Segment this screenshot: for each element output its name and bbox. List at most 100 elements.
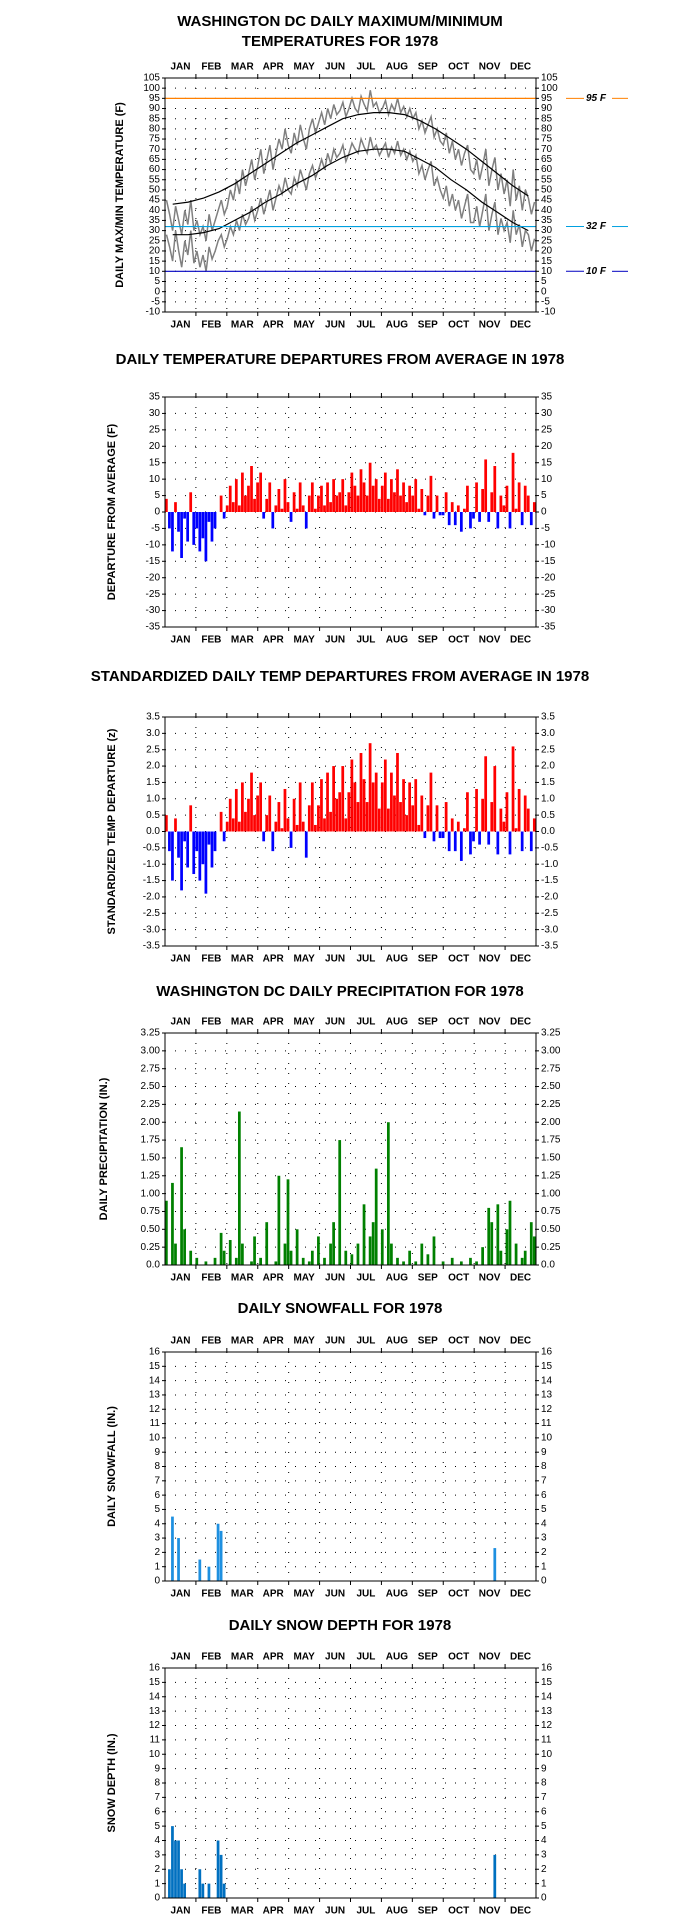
bar [526,495,530,512]
y-tick-label: 30 [149,408,161,419]
bar [523,1250,527,1265]
x-tick-label: JUN [325,635,345,646]
bar [323,505,326,512]
y-tick-label: -3.0 [143,924,161,935]
bar [286,502,290,512]
x-tick-label: JAN [170,635,190,646]
bar [408,1250,412,1265]
y-tick-label: 5 [154,1821,160,1832]
bar [323,1257,326,1265]
x-tick-label: JAN [170,62,190,73]
x-tick-label: DEC [510,320,531,331]
x-tick-label: NOV [479,1273,501,1284]
x-tick-label: OCT [448,1017,469,1028]
bar [390,1243,393,1265]
y-tick-label: 9 [154,1763,160,1774]
y-tick-label: 70 [149,144,161,155]
bar [250,1261,253,1265]
bar [338,492,342,512]
bar [253,1236,256,1265]
chart-title: STANDARDIZED DAILY TEMP DEPARTURES FROM … [91,668,589,685]
y-tick-label-right: 3.0 [541,728,555,739]
bar [177,512,180,532]
y-tick-label-right: 4 [541,1835,547,1846]
x-tick-label: AUG [386,1336,408,1347]
y-tick-label: 9 [154,1447,160,1458]
bar [353,782,357,832]
x-tick-label: JUN [325,320,345,331]
y-tick-label: 5 [154,276,160,287]
bar [344,1250,348,1265]
bar [174,818,177,832]
bar [420,1243,424,1265]
x-tick-label: NOV [479,635,501,646]
y-tick-label: 2.50 [141,1081,161,1092]
y-axis-label: DEPARTURE FROM AVERAGE (F) [106,423,118,600]
x-tick-label: SEP [418,1017,438,1028]
bar [332,479,335,512]
bar [332,1222,335,1265]
bar [228,798,232,832]
y-tick-label-right: 12 [541,1720,553,1731]
bar [459,831,463,861]
bar [225,821,229,832]
bar [520,512,524,526]
x-tick-label: FEB [201,1589,221,1600]
bar [213,512,217,529]
bar [213,1257,217,1265]
x-tick-label: JUN [325,1336,345,1347]
x-tick-label: NOV [479,1652,501,1663]
y-tick-label-right: 3 [541,1533,547,1544]
x-tick-label: OCT [448,62,469,73]
bar [493,766,497,832]
y-tick-label-right: -10 [541,307,556,318]
bar [298,782,302,832]
bar [496,512,500,529]
x-tick-label: DEC [510,1336,531,1347]
y-tick-label: 1.50 [141,1153,161,1164]
bar [310,782,314,832]
y-tick-label-right: 1.0 [541,793,555,804]
bar [393,492,396,512]
bar [274,505,278,512]
y-axis-label: SNOW DEPTH (IN.) [106,1733,118,1832]
y-tick-label-right: 13 [541,1706,553,1717]
y-tick-label-right: 50 [541,185,553,196]
bar [408,485,412,512]
y-tick-label-right: 35 [541,392,553,403]
y-tick-label: 1.5 [146,777,160,788]
bar [526,808,530,832]
bar [368,462,372,512]
y-tick-label: 3.5 [146,712,160,723]
bar [201,512,205,539]
y-tick-label-right: -25 [541,589,556,600]
y-tick-label: 8 [154,1778,160,1789]
bar [435,805,439,832]
y-tick-label: 8 [154,1461,160,1472]
y-tick-label-right: 11 [541,1418,552,1429]
y-tick-label-right: 10 [541,266,553,277]
bar [277,489,281,512]
bar [234,479,238,512]
y-tick-label-right: 1 [541,1878,547,1889]
bar [332,766,335,832]
bar [320,779,323,832]
x-tick-label: JUL [357,635,376,646]
bar [371,1222,375,1265]
y-tick-label: 1.25 [141,1170,161,1181]
bar [320,485,323,512]
bar [265,1222,269,1265]
plot-frame [164,1351,537,1582]
bar [234,1257,238,1265]
y-tick-label: 30 [149,225,161,236]
bar [292,492,296,512]
bar [426,1254,430,1265]
x-tick-label: MAR [231,1017,255,1028]
x-tick-label: MAR [231,1652,255,1663]
bar [402,779,405,832]
bar [532,1236,536,1265]
x-tick-label: OCT [448,320,469,331]
bar [508,512,512,529]
y-tick-label-right: 1.5 [541,777,555,788]
y-tick-label-right: 2.00 [541,1117,561,1128]
